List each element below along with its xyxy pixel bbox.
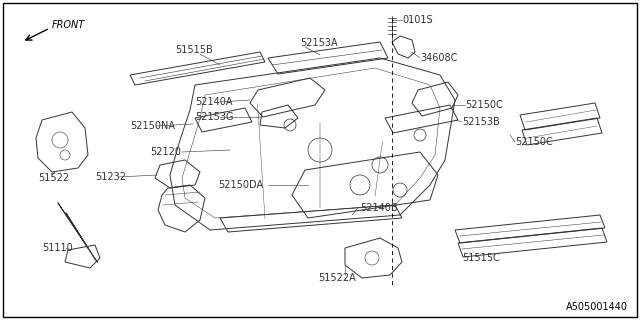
Text: FRONT: FRONT: [52, 20, 85, 30]
Text: 51515B: 51515B: [175, 45, 212, 55]
Text: 52153A: 52153A: [300, 38, 338, 48]
Text: 52120: 52120: [150, 147, 181, 157]
Text: 0101S: 0101S: [402, 15, 433, 25]
Text: 51522A: 51522A: [318, 273, 356, 283]
Text: 51515C: 51515C: [462, 253, 500, 263]
Text: 52153B: 52153B: [462, 117, 500, 127]
Text: 52150C: 52150C: [515, 137, 553, 147]
Text: 34608C: 34608C: [420, 53, 458, 63]
Text: A505001440: A505001440: [566, 302, 628, 312]
Text: 51232: 51232: [95, 172, 126, 182]
Text: 52140A: 52140A: [195, 97, 232, 107]
Text: 52150C: 52150C: [465, 100, 503, 110]
Text: 52150NA: 52150NA: [130, 121, 175, 131]
Text: 51110: 51110: [42, 243, 73, 253]
Text: 52150DA: 52150DA: [218, 180, 263, 190]
Text: 52153G: 52153G: [195, 112, 234, 122]
Text: 52140B: 52140B: [360, 203, 397, 213]
Text: 51522: 51522: [38, 173, 69, 183]
